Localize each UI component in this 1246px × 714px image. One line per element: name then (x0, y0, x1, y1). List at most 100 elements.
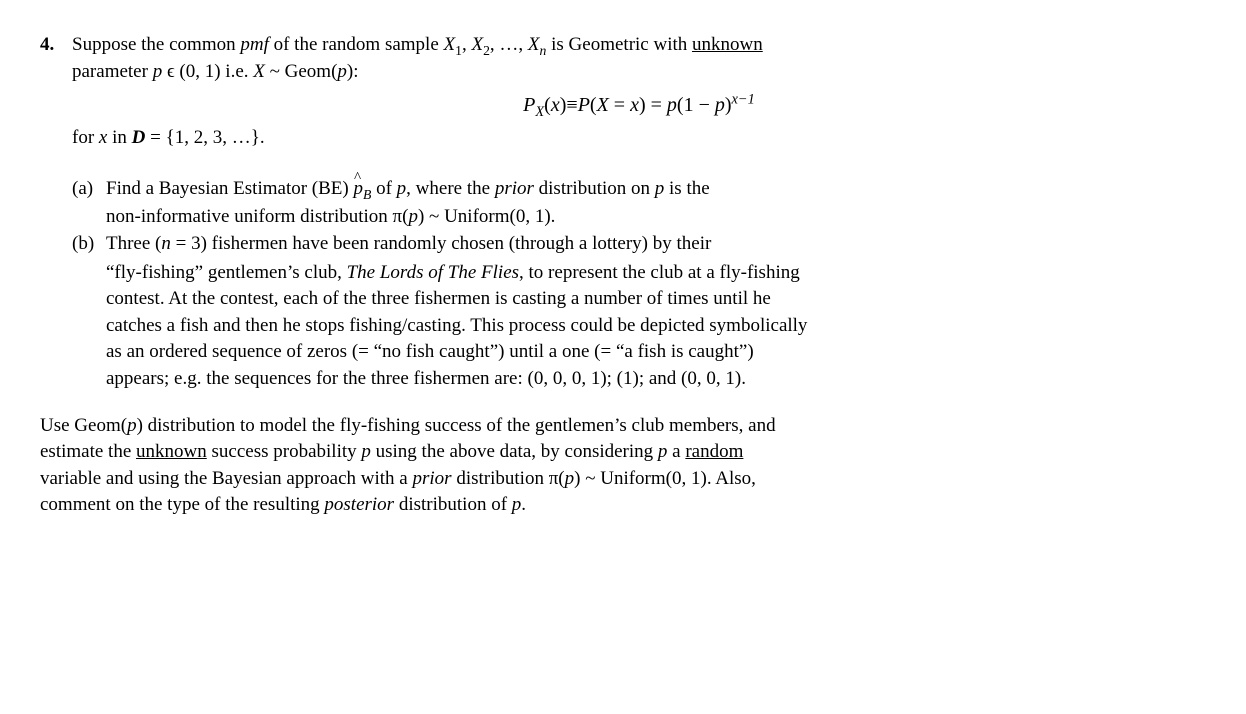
text: , where the (406, 178, 495, 199)
eq-open: ( (544, 94, 551, 116)
text: = 3) fishermen have been randomly chosen… (171, 233, 711, 254)
text: “fly-fishing” gentlemen’s club, (106, 262, 347, 283)
part-a-label: (a) (72, 176, 106, 203)
part-b-label: (b) (72, 231, 106, 258)
text: success probability (207, 441, 362, 462)
text: for (72, 127, 99, 148)
text: . (521, 494, 526, 515)
eq-equiv: ≡ (566, 94, 577, 116)
var-p: p (655, 178, 665, 199)
part-a: (a) Find a Bayesian Estimator (BE) ^pB o… (72, 176, 1206, 203)
text: distribution π( (452, 468, 565, 489)
eq-P: P (523, 94, 535, 116)
part-b-body: Three (n = 3) fishermen have been random… (106, 231, 1206, 258)
part-b-line4: catches a fish and then he stops fishing… (106, 313, 1206, 340)
text: Suppose the common (72, 34, 240, 55)
part-a-line2: non-informative uniform distribution π(p… (106, 204, 1206, 231)
random-word: random (685, 441, 743, 462)
text: comment on the type of the resulting (40, 494, 324, 515)
eq-open: (1 − (677, 94, 715, 116)
pmf-word: pmf (240, 34, 269, 55)
eq-X: X (597, 94, 609, 116)
closing-line1: Use Geom(p) distribution to model the fl… (40, 413, 1206, 440)
eq-p: p (715, 94, 725, 116)
eq-exp: x−1 (732, 92, 755, 108)
var-p: p (397, 178, 407, 199)
posterior-word: posterior (324, 494, 394, 515)
unknown-word: unknown (692, 34, 763, 55)
eq-close: ) (639, 94, 646, 116)
var-p: p (337, 61, 347, 82)
var-p: p (658, 441, 668, 462)
text: ) distribution to model the fly-fishing … (137, 415, 776, 436)
text: non-informative uniform distribution π( (106, 206, 408, 227)
part-b-line3: contest. At the contest, each of the thr… (106, 286, 1206, 313)
closing-line4: comment on the type of the resulting pos… (40, 492, 1206, 519)
part-a-body: Find a Bayesian Estimator (BE) ^pB of p,… (106, 176, 1206, 203)
eq-p: p (667, 94, 677, 116)
text: distribution on (534, 178, 655, 199)
var-n: n (161, 233, 171, 254)
text: = {1, 2, 3, …}. (145, 127, 264, 148)
text: is Geometric with (546, 34, 692, 55)
unknown-word: unknown (136, 441, 207, 462)
text: Three ( (106, 233, 161, 254)
prior-word: prior (413, 468, 452, 489)
part-b-line6: appears; e.g. the sequences for the thre… (106, 366, 1206, 393)
text: parameter (72, 61, 153, 82)
eq-eq2: = (646, 94, 667, 116)
problem-content: Suppose the common pmf of the random sam… (72, 32, 1206, 393)
text: Find a Bayesian Estimator (BE) (106, 178, 353, 199)
var-X: X (471, 34, 483, 55)
domain-line: for x in D = {1, 2, 3, …}. (72, 125, 1206, 152)
problem-4: 4. Suppose the common pmf of the random … (40, 32, 1206, 393)
text: ) ~ Uniform(0, 1). (418, 206, 555, 227)
text: ) ~ Uniform(0, 1). Also, (574, 468, 756, 489)
var-p: p (127, 415, 137, 436)
part-b: (b) Three (n = 3) fishermen have been ra… (72, 231, 1206, 258)
eq-x: x (630, 94, 639, 116)
var-p: p (512, 494, 522, 515)
text: distribution of (394, 494, 512, 515)
closing-line3: variable and using the Bayesian approach… (40, 466, 1206, 493)
var-D: D (132, 127, 146, 148)
eq-eq: = (609, 94, 630, 116)
text: in (107, 127, 131, 148)
club-title: The Lords of The Flies (347, 262, 519, 283)
part-b-line5: as an ordered sequence of zeros (= “no f… (106, 339, 1206, 366)
text: variable and using the Bayesian approach… (40, 468, 413, 489)
var-p: p (361, 441, 371, 462)
var-X: X (253, 61, 265, 82)
text: a (667, 441, 685, 462)
eq-sub-X: X (535, 104, 544, 120)
text: ϵ (0, 1) i.e. (162, 61, 253, 82)
text: estimate the (40, 441, 136, 462)
text: is the (664, 178, 709, 199)
text: ): (347, 61, 359, 82)
text: of (371, 178, 396, 199)
problem-number: 4. (40, 32, 72, 59)
text: , …, (490, 34, 528, 55)
eq-close: ) (725, 94, 732, 116)
var-p: p (408, 206, 418, 227)
eq-open: ( (590, 94, 597, 116)
sub-1: 1 (455, 43, 462, 58)
subparts: (a) Find a Bayesian Estimator (BE) ^pB o… (72, 176, 1206, 393)
p-hat: ^p (353, 176, 363, 203)
eq-x: x (551, 94, 560, 116)
hat-icon: ^ (354, 167, 361, 188)
closing-line2: estimate the unknown success probability… (40, 439, 1206, 466)
eq-P2: P (578, 94, 590, 116)
var-p: p (565, 468, 575, 489)
intro-line1: Suppose the common pmf of the random sam… (72, 32, 1206, 59)
text: of the random sample (269, 34, 444, 55)
var-X: X (528, 34, 540, 55)
text: Use Geom( (40, 415, 127, 436)
equation-block: PX(x)≡P(X = x) = p(1 − p)x−1 (72, 91, 1206, 119)
part-b-line2: “fly-fishing” gentlemen’s club, The Lord… (106, 260, 1206, 287)
intro-line2: parameter p ϵ (0, 1) i.e. X ~ Geom(p): (72, 59, 1206, 86)
sub-2: 2 (483, 43, 490, 58)
prior-word: prior (495, 178, 534, 199)
closing-paragraph: Use Geom(p) distribution to model the fl… (40, 413, 1206, 519)
var-X: X (444, 34, 456, 55)
